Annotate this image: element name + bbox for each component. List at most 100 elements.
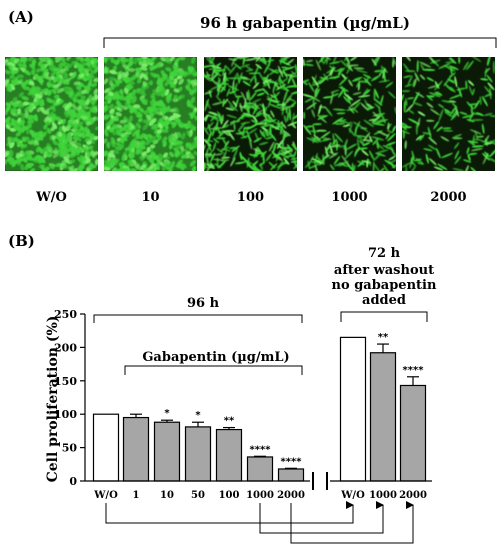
- cell: [417, 111, 426, 117]
- cell: [371, 58, 377, 66]
- cell: [402, 94, 405, 103]
- cell: [191, 165, 197, 171]
- cell: [334, 122, 345, 125]
- cell: [40, 98, 45, 106]
- cell: [128, 144, 133, 152]
- cell: [448, 65, 459, 71]
- cell: [34, 136, 40, 142]
- cell: [443, 108, 452, 114]
- cell: [104, 166, 111, 171]
- cell: [43, 116, 50, 123]
- cell: [222, 137, 227, 146]
- cell: [407, 97, 415, 100]
- cell: [17, 108, 22, 115]
- cell: [9, 141, 15, 149]
- cell: [160, 57, 166, 62]
- cell: [334, 133, 343, 143]
- cell: [221, 150, 227, 162]
- cell: [11, 161, 17, 168]
- cell: [273, 91, 281, 99]
- cell: [423, 148, 433, 152]
- cell: [415, 157, 424, 164]
- cell: [156, 62, 162, 67]
- cell: [70, 92, 76, 100]
- cell: [358, 94, 371, 98]
- cell: [54, 57, 60, 61]
- cell: [415, 135, 422, 141]
- cell: [471, 145, 484, 148]
- cell: [441, 99, 452, 104]
- cell: [6, 156, 11, 163]
- cell: [226, 114, 238, 119]
- cell: [428, 157, 437, 166]
- micrograph-caption: 1000: [331, 190, 367, 205]
- cell: [410, 157, 414, 165]
- cell: [254, 167, 265, 171]
- cell: [143, 133, 149, 141]
- cell: [420, 64, 425, 71]
- cell: [51, 106, 56, 113]
- cell: [37, 155, 45, 161]
- cell: [363, 89, 371, 95]
- cell: [206, 114, 219, 119]
- cell: [449, 86, 456, 93]
- cell: [213, 66, 218, 77]
- cell: [72, 131, 78, 136]
- cell: [243, 98, 247, 109]
- cell: [402, 121, 408, 131]
- cell: [290, 157, 297, 161]
- cell: [486, 57, 492, 66]
- cell: [262, 57, 267, 64]
- cell: [285, 105, 295, 109]
- cell: [466, 118, 475, 123]
- cell: [159, 92, 166, 98]
- cell: [368, 150, 375, 160]
- cell: [320, 57, 324, 64]
- cell: [254, 75, 257, 85]
- cell: [331, 138, 338, 146]
- cell: [229, 120, 241, 124]
- cell: [22, 62, 27, 70]
- cell: [193, 70, 197, 77]
- cell: [312, 97, 316, 110]
- cell: [272, 142, 277, 154]
- cell: [59, 57, 66, 62]
- cell: [349, 57, 358, 62]
- cell: [227, 77, 241, 80]
- cell: [136, 87, 142, 93]
- cell: [239, 151, 243, 161]
- cell: [285, 85, 296, 88]
- cell: [89, 57, 94, 61]
- cell: [45, 89, 52, 95]
- cell: [191, 85, 197, 90]
- cell: [373, 122, 385, 126]
- cell: [68, 159, 76, 164]
- cell: [178, 78, 184, 85]
- cell: [88, 77, 93, 84]
- cell: [185, 82, 191, 89]
- cell: [438, 108, 444, 122]
- cell: [231, 145, 240, 153]
- micrograph-3: 100: [204, 57, 297, 205]
- arrow-connector: [290, 501, 414, 544]
- cell: [344, 150, 354, 159]
- cell: [156, 158, 163, 164]
- cell: [413, 102, 423, 107]
- cell: [484, 67, 488, 78]
- cell: [116, 107, 123, 112]
- cell: [366, 103, 373, 109]
- cell: [467, 80, 475, 87]
- cell: [221, 114, 224, 124]
- cell: [12, 76, 18, 83]
- cell: [381, 113, 386, 124]
- cell: [139, 73, 144, 80]
- cell: [208, 154, 216, 158]
- x-tick-label: 100: [219, 490, 240, 501]
- micrograph-caption: 10: [141, 190, 159, 205]
- cell: [428, 92, 441, 98]
- cell: [209, 77, 219, 87]
- cell: [349, 99, 361, 107]
- cell: [143, 109, 149, 115]
- cell: [338, 67, 346, 75]
- cell: [59, 68, 66, 73]
